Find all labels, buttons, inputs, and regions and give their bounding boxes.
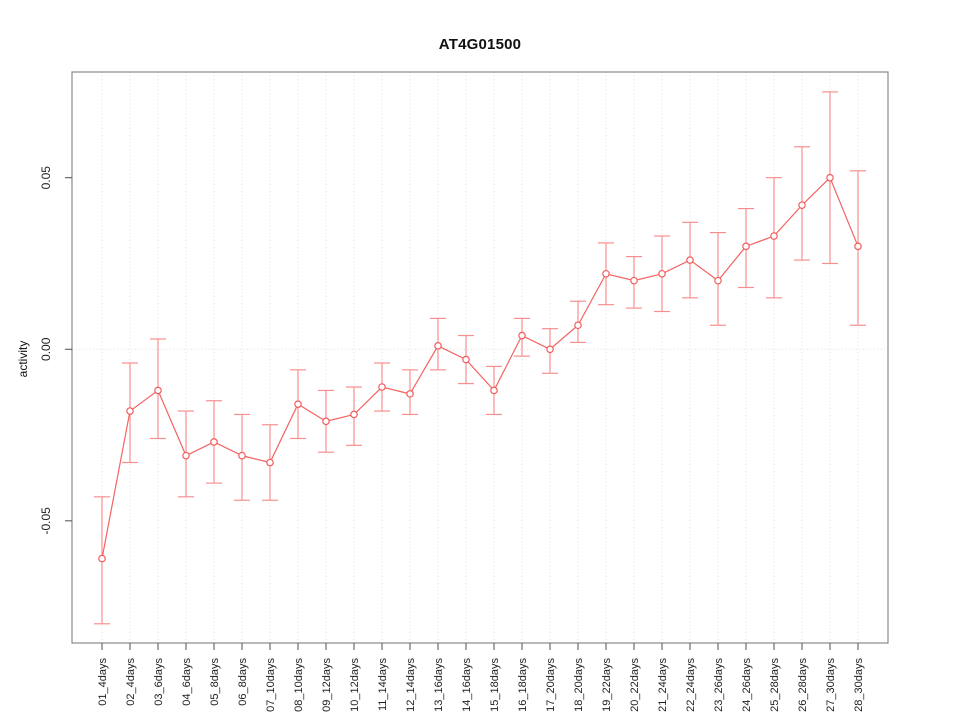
data-point <box>546 345 554 354</box>
x-tick-label: 08_10days <box>293 658 305 712</box>
data-point <box>98 554 106 563</box>
data-point <box>798 201 806 209</box>
data-point <box>658 269 666 278</box>
x-tick-label: 26_28days <box>797 658 809 712</box>
x-tick-label: 13_16days <box>433 658 445 712</box>
data-point <box>322 417 330 426</box>
data-point <box>742 242 750 251</box>
data-point <box>630 276 638 285</box>
data-point <box>406 390 414 398</box>
data-point <box>462 355 470 364</box>
x-tick-label: 16_18days <box>517 658 529 712</box>
plot-frame <box>71 71 889 644</box>
data-point <box>826 173 834 182</box>
data-point <box>294 400 302 408</box>
data-point <box>770 232 778 240</box>
chart-title: AT4G01500 <box>438 36 522 53</box>
data-point <box>210 438 218 446</box>
data-point <box>378 383 386 391</box>
data-point <box>574 321 582 330</box>
x-tick-label: 04_6days <box>181 658 193 706</box>
x-tick-label: 23_26days <box>713 658 725 712</box>
x-tick-label: 10_12days <box>349 658 361 712</box>
data-points <box>98 173 862 563</box>
data-point <box>350 410 358 419</box>
x-tick-label: 11_14days <box>377 658 389 712</box>
series-line <box>101 176 859 559</box>
x-tick-label: 09_12days <box>321 658 333 712</box>
data-point <box>518 331 526 340</box>
x-tick-label: 05_8days <box>209 658 221 706</box>
data-point <box>126 407 134 415</box>
x-tick-label: 12_14days <box>405 658 417 712</box>
gridlines <box>101 72 859 643</box>
data-point <box>266 458 274 467</box>
x-tick-label: 07_10days <box>265 658 277 712</box>
data-point <box>686 256 694 264</box>
data-point <box>154 386 162 395</box>
x-tick-label: 06_8days <box>237 658 249 706</box>
data-point <box>238 451 246 460</box>
y-tick-label: 0.00 <box>39 337 53 361</box>
y-tick-label: 0.05 <box>39 166 53 190</box>
y-axis: -0.05 0.00 0.05 <box>39 166 72 535</box>
x-tick-label: 25_28days <box>769 658 781 712</box>
x-tick-label: 15_18days <box>489 658 501 712</box>
x-tick-label: 01_4days <box>97 658 109 706</box>
y-tick-label: -0.05 <box>39 507 53 535</box>
data-point <box>490 386 498 395</box>
data-point <box>854 242 862 251</box>
x-tick-label: 18_20days <box>573 658 585 712</box>
error-bars <box>94 91 866 625</box>
x-tick-label: 17_20days <box>545 658 557 712</box>
x-axis: 01_4days 02_4days 03_6days 04_6days 05_8days… <box>97 643 865 712</box>
data-point <box>182 451 190 460</box>
x-tick-label: 20_22days <box>629 658 641 712</box>
data-point <box>714 276 722 285</box>
data-point <box>602 269 610 278</box>
data-point <box>434 342 442 350</box>
x-tick-label: 14_16days <box>461 658 473 712</box>
x-tick-label: 27_30days <box>825 658 837 712</box>
x-tick-label: 28_30days <box>853 658 865 712</box>
x-tick-label: 19_22days <box>601 658 613 712</box>
x-tick-label: 03_6days <box>153 658 165 706</box>
x-tick-label: 22_24days <box>685 658 697 712</box>
x-tick-label: 24_26days <box>741 658 753 712</box>
x-tick-label: 02_4days <box>125 658 137 706</box>
x-tick-label: 21_24days <box>657 658 669 712</box>
